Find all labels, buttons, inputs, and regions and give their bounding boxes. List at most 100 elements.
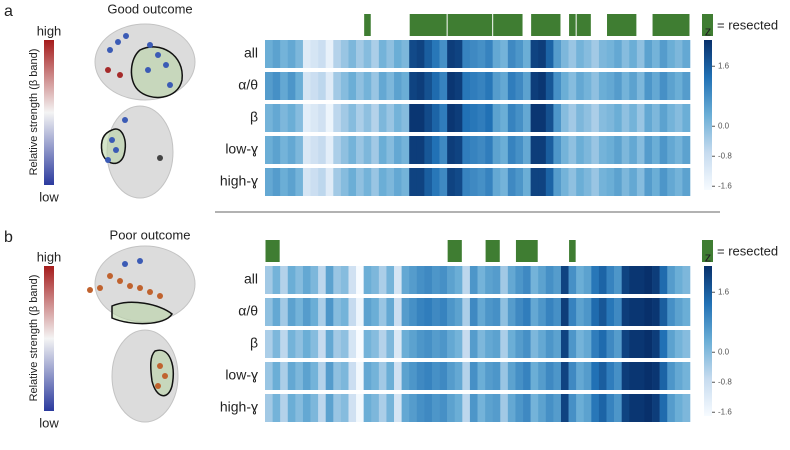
heatmap-cell <box>576 136 585 164</box>
heatmap-cell <box>363 136 372 164</box>
heatmap-cell <box>272 330 281 358</box>
heatmap-cell <box>394 136 402 164</box>
heatmap-cell <box>530 298 539 326</box>
heatmap-cell <box>682 104 691 132</box>
heatmap-cell <box>621 298 630 326</box>
heatmap-cell <box>636 266 645 294</box>
heatmap-cell <box>614 72 622 100</box>
heatmap-cell <box>492 362 501 390</box>
brain-a <box>94 23 196 199</box>
heatmap-cell <box>378 298 387 326</box>
heatmap-cell <box>454 136 463 164</box>
heatmap-cell <box>469 330 478 358</box>
heatmap-cell <box>333 298 342 326</box>
heatmap-cell <box>416 330 425 358</box>
heatmap-cell <box>439 266 448 294</box>
heatmap-cell <box>454 168 463 196</box>
heatmap-cell <box>363 362 372 390</box>
heatmap-cell <box>538 266 547 294</box>
heatmap-cell <box>310 72 319 100</box>
heatmap-cell <box>318 72 327 100</box>
heatmap-cell <box>576 72 585 100</box>
heatmap-cell <box>507 72 516 100</box>
heatmap-cell <box>659 136 668 164</box>
heatmap-cell <box>583 298 592 326</box>
heatmap-cell <box>287 266 296 294</box>
heatmap-cell <box>538 362 547 390</box>
heatmap-cell <box>424 40 433 68</box>
heatmap-cell <box>674 394 683 422</box>
heatmap-cell <box>378 394 387 422</box>
heatmap-cell <box>560 168 569 196</box>
heatmap-cell <box>439 298 448 326</box>
heatmap-cell <box>447 104 456 132</box>
heatmap-cell <box>371 104 380 132</box>
resection-area <box>150 349 174 397</box>
heatmap-cell <box>614 266 622 294</box>
heatmap-cell <box>348 394 357 422</box>
heatmap-cell <box>636 394 645 422</box>
heatmap-cell <box>454 394 463 422</box>
heatmap-cell <box>492 72 501 100</box>
heatmap-cell <box>621 266 630 294</box>
heatmap-cell <box>356 298 364 326</box>
heatmap-cell <box>492 168 501 196</box>
heatmap-cell <box>538 168 547 196</box>
heatmap-cell <box>447 40 456 68</box>
heatmap-cell <box>272 136 281 164</box>
strength-low: low <box>39 189 59 204</box>
heatmap-cell <box>682 168 691 196</box>
heatmap-cell <box>576 40 585 68</box>
heatmap-cell <box>310 136 319 164</box>
heatmap-cell <box>644 394 653 422</box>
resection-area <box>100 128 126 164</box>
heatmap-cell <box>674 298 683 326</box>
heatmap-cell <box>340 136 349 164</box>
heatmap-cell <box>431 394 440 422</box>
heatmap-cell <box>538 104 547 132</box>
heatmap-cell <box>621 330 630 358</box>
heatmap-cell <box>431 362 440 390</box>
heatmap-cell <box>265 40 273 68</box>
heatmap-cell <box>325 136 334 164</box>
heatmap-cell <box>272 362 281 390</box>
resected-bar <box>576 14 591 36</box>
heatmap-cell <box>469 266 478 294</box>
heatmap-cell <box>659 104 668 132</box>
heatmap-cell <box>477 104 486 132</box>
heatmap-cell <box>659 362 668 390</box>
heatmap-cell <box>431 136 440 164</box>
heatmap-cell <box>318 394 327 422</box>
heatmap-cell <box>333 40 342 68</box>
heatmap-cell <box>477 330 486 358</box>
heatmap-cell <box>614 330 622 358</box>
heatmap-cell <box>409 104 418 132</box>
heatmap-cell <box>454 104 463 132</box>
heatmap-cell <box>553 40 562 68</box>
heatmap-cell <box>644 136 653 164</box>
heatmap-cell <box>265 168 273 196</box>
heatmap-cell <box>265 266 273 294</box>
heatmap-cell <box>598 72 607 100</box>
heatmap-cell <box>492 104 501 132</box>
heatmap-cell <box>591 394 600 422</box>
heatmap-cell <box>644 104 653 132</box>
heatmap-cell <box>545 266 554 294</box>
heatmap-cell <box>507 266 516 294</box>
heatmap-cell <box>545 136 554 164</box>
heatmap-cell <box>621 72 630 100</box>
heatmap-cell <box>318 104 327 132</box>
heatmap-cell <box>394 266 402 294</box>
heatmap-cell <box>523 72 531 100</box>
heatmap-cell <box>439 40 448 68</box>
heatmap-cell <box>348 298 357 326</box>
heatmap-cell <box>682 266 691 294</box>
heatmap-cell <box>636 136 645 164</box>
heatmap-cell <box>409 266 418 294</box>
heatmap-cell <box>636 72 645 100</box>
heatmap-cell <box>568 298 577 326</box>
heatmap-cell <box>333 168 342 196</box>
heatmap-cell <box>500 362 509 390</box>
heatmap-cell <box>500 394 509 422</box>
heatmap-cell <box>598 136 607 164</box>
